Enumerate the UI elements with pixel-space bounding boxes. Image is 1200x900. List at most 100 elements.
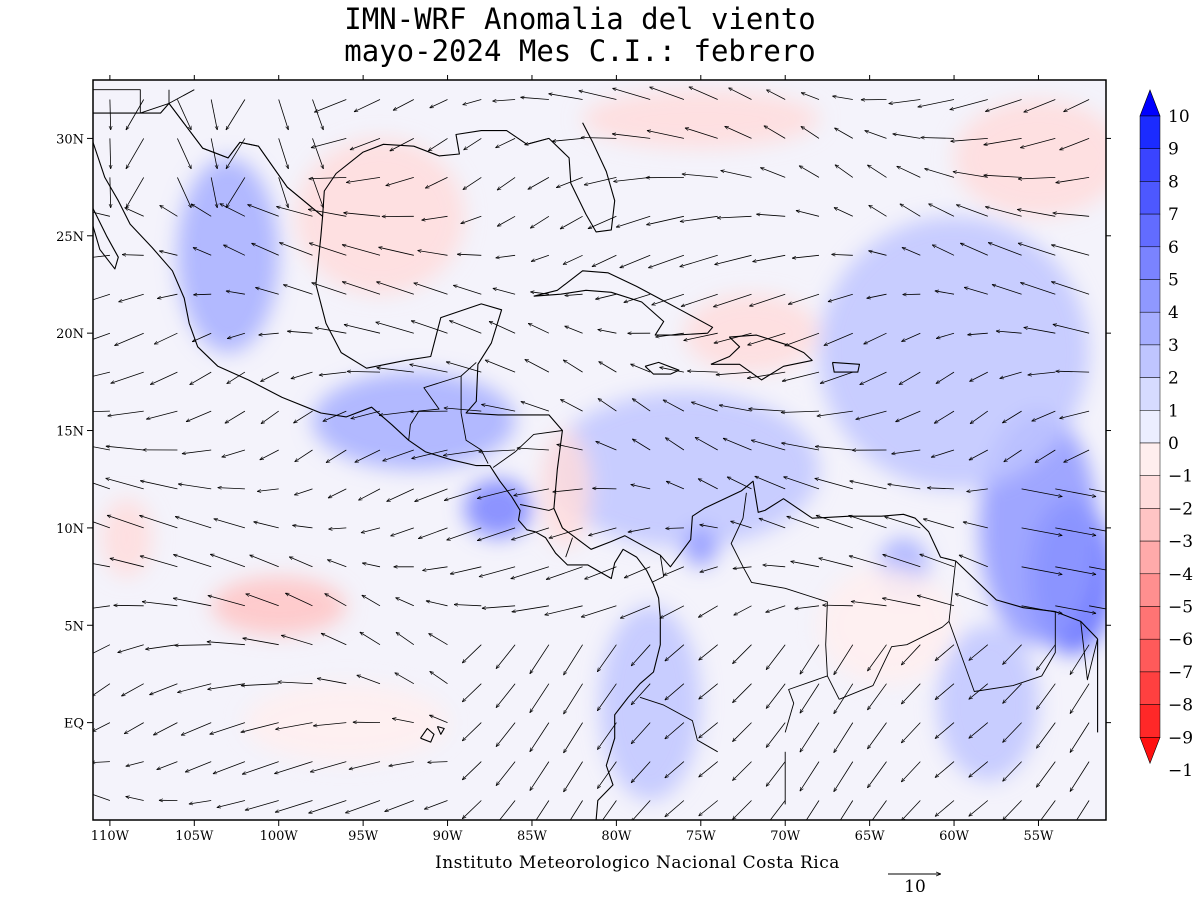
- wind-vector: [760, 167, 786, 178]
- wind-vector: [931, 449, 955, 457]
- wind-vector: [454, 605, 482, 606]
- wind-vector: [497, 177, 516, 190]
- colorbar-label: −7: [1168, 663, 1193, 683]
- wind-vector: [815, 446, 853, 451]
- wind-vector: [354, 99, 381, 113]
- wind-vector: [126, 177, 145, 208]
- wind-vector: [274, 761, 313, 774]
- country-border: [730, 492, 840, 700]
- wind-vector: [422, 215, 448, 220]
- wind-vector: [193, 247, 212, 256]
- colorbar-label: 0: [1168, 434, 1179, 454]
- wind-vector: [747, 371, 786, 378]
- wind-vector: [1051, 282, 1090, 295]
- wind-vector: [680, 215, 718, 221]
- wind-vector: [396, 597, 414, 607]
- wind-vector: [411, 321, 448, 334]
- wind-vector: [463, 177, 482, 189]
- lon-tick-label: 55W: [1024, 829, 1055, 844]
- lon-tick-label: 60W: [939, 829, 970, 844]
- wind-vector: [283, 285, 313, 295]
- wind-vector: [524, 138, 550, 144]
- wind-vector: [223, 244, 246, 256]
- wind-vector: [377, 368, 414, 373]
- wind-vector: [685, 128, 718, 139]
- wind-vector: [414, 283, 448, 295]
- wind-vector: [142, 602, 178, 607]
- wind-vector: [293, 410, 313, 423]
- wind-vector: [698, 605, 718, 618]
- wind-vector: [392, 718, 414, 723]
- wind-vector: [569, 800, 583, 820]
- wind-vector: [1000, 371, 1022, 378]
- wind-vector: [254, 522, 279, 529]
- wind-vector: [936, 371, 955, 384]
- wind-vector: [351, 410, 381, 419]
- wind-vector: [988, 242, 1022, 256]
- wind-vector: [564, 722, 583, 753]
- reference-vector-value: 10: [904, 877, 926, 897]
- wind-vector: [342, 282, 381, 295]
- wind-vector: [665, 800, 685, 817]
- wind-vector: [462, 722, 482, 741]
- wind-vector: [312, 283, 347, 295]
- wind-vector: [530, 722, 550, 752]
- wind-vector: [648, 254, 685, 268]
- wind-vector: [390, 138, 414, 151]
- wind-vector: [663, 566, 685, 576]
- wind-vector: [1063, 99, 1090, 113]
- wind-vector: [985, 207, 1022, 217]
- wind-vector: [700, 566, 718, 573]
- wind-vector: [173, 598, 212, 607]
- coastline: [533, 270, 714, 336]
- wind-vector: [93, 482, 111, 490]
- wind-vector: [424, 800, 448, 810]
- wind-vector: [260, 449, 279, 460]
- colorbar-label: −2: [1168, 499, 1193, 519]
- lon-tick-label: 65W: [855, 829, 886, 844]
- colorbar-label: 9: [1168, 140, 1179, 160]
- wind-vector: [496, 761, 516, 786]
- wind-vector: [791, 561, 820, 568]
- wind-vector: [921, 138, 955, 139]
- wind-vector: [1036, 683, 1056, 710]
- wind-vector: [242, 761, 279, 775]
- wind-vector: [681, 293, 718, 306]
- wind-vector: [665, 722, 685, 739]
- wind-vector: [584, 566, 617, 580]
- colorbar-swatch: [1139, 508, 1161, 542]
- anomaly-zone: [540, 430, 592, 548]
- wind-vector: [545, 605, 583, 615]
- wind-vector: [766, 644, 786, 670]
- wind-vector: [902, 247, 921, 256]
- wind-vector: [287, 331, 313, 334]
- wind-vector: [309, 177, 347, 178]
- wind-vector: [899, 371, 921, 385]
- wind-vector: [124, 722, 144, 734]
- wind-vector: [659, 367, 684, 373]
- wind-vector: [210, 177, 217, 208]
- wind-vector: [275, 800, 313, 813]
- wind-vector: [850, 481, 887, 490]
- wind-vector: [895, 410, 921, 423]
- wind-vector: [1036, 761, 1056, 788]
- wind-vector: [110, 99, 111, 131]
- wind-vector: [146, 410, 178, 419]
- wind-vector: [512, 605, 549, 612]
- wind-vector: [139, 515, 178, 529]
- colorbar-min-triangle: [1139, 737, 1161, 765]
- lon-tick-label: 105W: [175, 829, 214, 844]
- colorbar-label: 5: [1168, 271, 1179, 291]
- wind-vector: [652, 293, 685, 305]
- wind-vector: [444, 488, 482, 501]
- country-border: [93, 102, 323, 217]
- wind-vector: [549, 527, 583, 538]
- wind-vector: [278, 138, 289, 169]
- wind-vector: [376, 282, 414, 295]
- anomaly-zone: [599, 605, 701, 801]
- wind-vector: [496, 644, 516, 669]
- wind-vector: [869, 205, 887, 217]
- wind-vector: [208, 596, 246, 607]
- wind-vector: [276, 207, 313, 217]
- wind-vector: [956, 205, 988, 217]
